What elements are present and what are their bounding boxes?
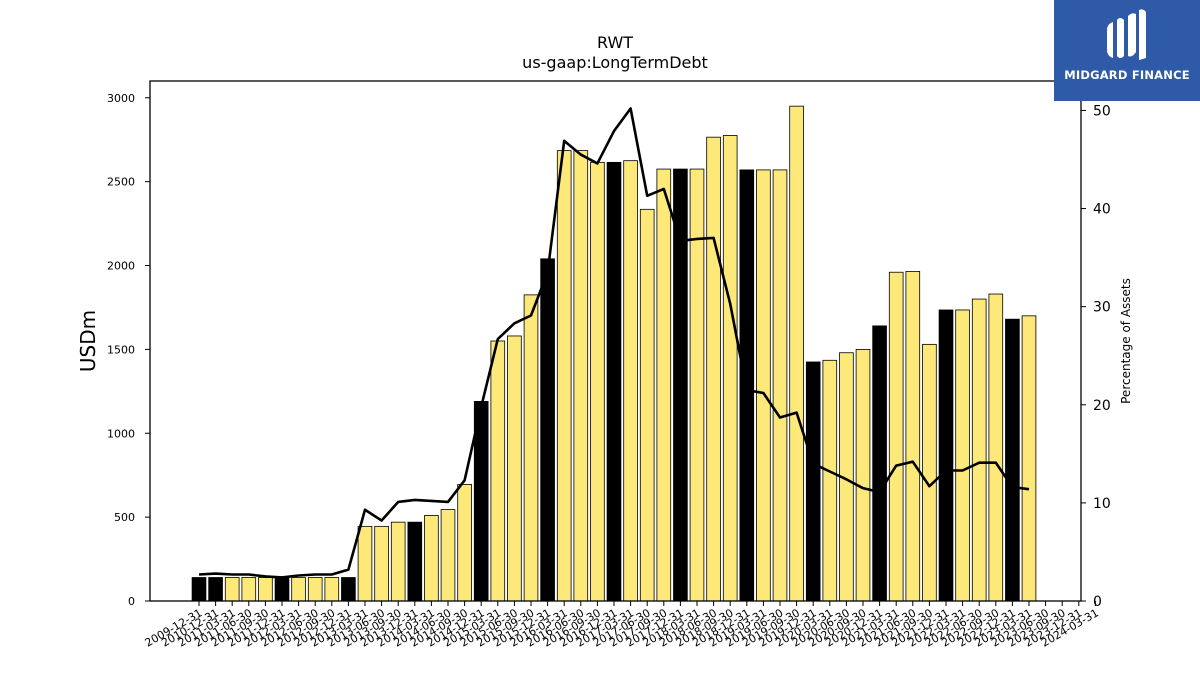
bar xyxy=(274,577,290,602)
bar xyxy=(988,293,1004,602)
bar xyxy=(606,161,622,602)
bar xyxy=(374,525,389,602)
y2-tick-label: 50 xyxy=(1093,103,1111,119)
bar xyxy=(573,150,589,602)
bar xyxy=(706,136,721,602)
y-tick-label: 2500 xyxy=(107,176,135,189)
bar xyxy=(756,169,771,602)
bar xyxy=(523,294,539,602)
y-tick-label: 1500 xyxy=(107,343,135,356)
brand-logo: MIDGARD FINANCE xyxy=(1054,0,1200,101)
chart-title: RWT xyxy=(597,33,633,52)
bar xyxy=(872,325,887,602)
y2-tick-label: 30 xyxy=(1093,300,1111,316)
bar xyxy=(490,340,506,602)
bar xyxy=(905,270,921,602)
bar xyxy=(789,105,804,602)
y2-tick-label: 0 xyxy=(1093,594,1102,610)
bar xyxy=(440,509,456,602)
bar xyxy=(291,577,306,602)
y-tick-label: 1000 xyxy=(107,427,135,440)
bar xyxy=(341,577,356,602)
bar xyxy=(955,309,970,602)
bar xyxy=(540,258,555,602)
y2-tick-label: 20 xyxy=(1093,398,1111,414)
bar xyxy=(822,359,838,602)
y-axis-label: USDm xyxy=(76,310,100,372)
bar xyxy=(722,135,738,602)
y-axis-right: 0 10 20 30 40 50 xyxy=(1081,103,1111,610)
bar xyxy=(457,484,472,602)
bar xyxy=(590,161,605,602)
bar xyxy=(922,343,937,602)
plot-frame xyxy=(149,80,1082,602)
bar xyxy=(1005,318,1020,602)
bar-series xyxy=(191,105,1037,602)
bar xyxy=(224,577,240,602)
logo-text: MIDGARD FINANCE xyxy=(1064,68,1190,82)
bar xyxy=(1021,315,1037,602)
bar xyxy=(407,521,423,602)
bar xyxy=(307,577,323,602)
line-series xyxy=(198,107,1030,579)
bar xyxy=(507,335,522,602)
bar xyxy=(938,309,954,602)
bar xyxy=(424,515,439,602)
percentage-line xyxy=(198,107,1030,579)
bar xyxy=(656,168,672,602)
bar xyxy=(971,298,987,602)
y-tick-label: 500 xyxy=(114,511,135,524)
bar xyxy=(241,577,257,602)
bar xyxy=(208,577,223,602)
bar xyxy=(639,208,655,602)
bar xyxy=(191,577,207,602)
bar xyxy=(888,271,904,602)
bar xyxy=(855,348,871,602)
y2-tick-label: 40 xyxy=(1093,202,1111,218)
bar xyxy=(390,521,406,602)
bar xyxy=(805,361,821,602)
chart-subtitle: us-gaap:LongTermDebt xyxy=(522,53,708,72)
y-axis-left: 0 500 1000 1500 2000 2500 3000 xyxy=(107,92,150,608)
y-tick-label: 0 xyxy=(128,595,135,608)
bar xyxy=(673,168,688,602)
y-tick-label: 3000 xyxy=(107,92,135,105)
y2-axis-label: Percentage of Assets xyxy=(1119,278,1133,404)
y-tick-label: 2000 xyxy=(107,260,135,273)
bar xyxy=(258,577,273,602)
y2-tick-label: 10 xyxy=(1093,496,1111,512)
bar xyxy=(689,168,705,602)
bar xyxy=(772,169,788,602)
bar xyxy=(623,160,638,602)
bar xyxy=(324,577,340,602)
bar xyxy=(357,525,373,602)
bar xyxy=(556,150,572,602)
logo-mark-icon xyxy=(1107,9,1146,61)
x-axis: 2009-12-312010-12-312011-03-312011-06-30… xyxy=(143,601,1101,650)
